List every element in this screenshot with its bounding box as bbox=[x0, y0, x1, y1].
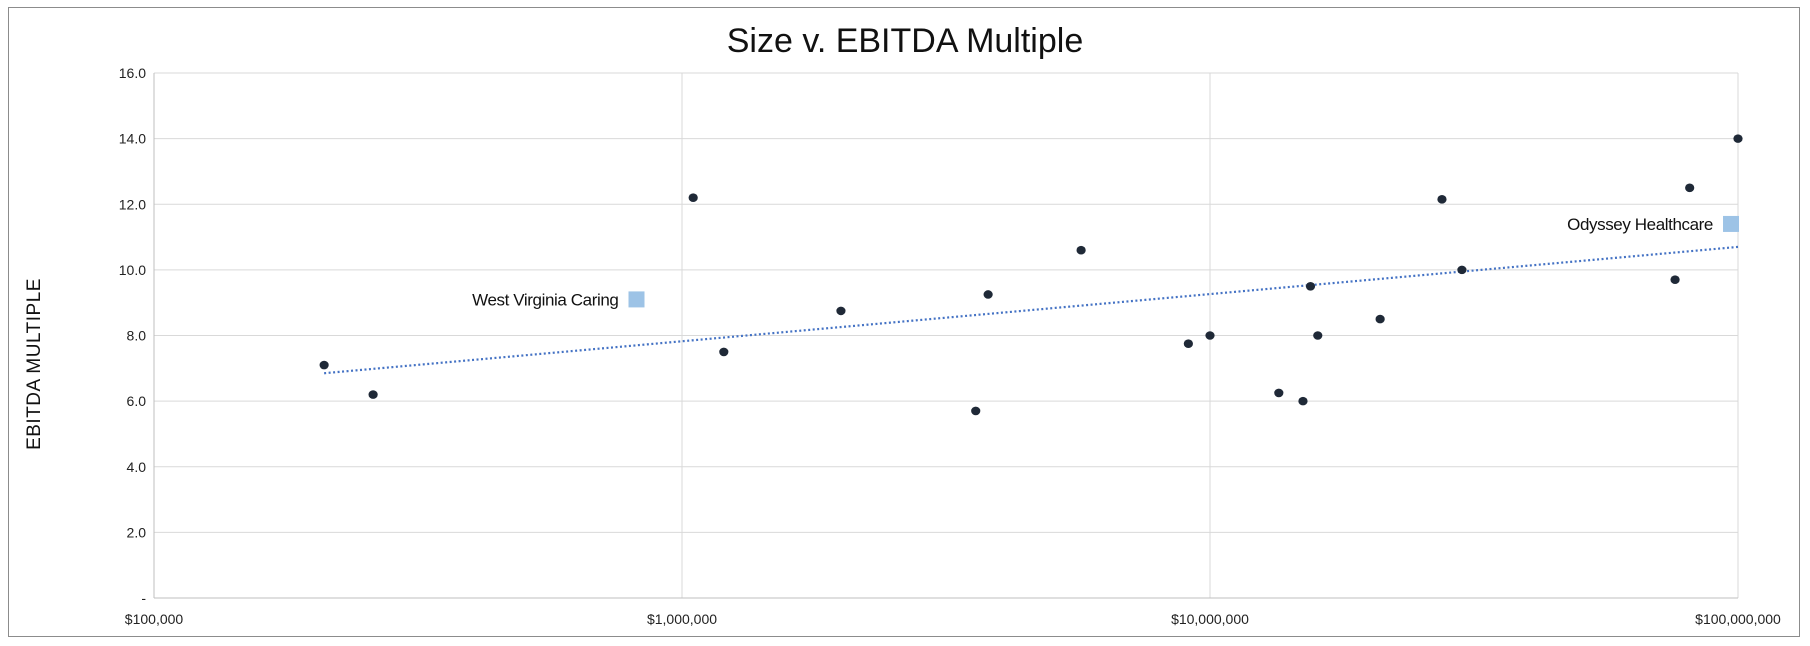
y-tick-label: 2.0 bbox=[127, 524, 147, 540]
data-point bbox=[1313, 331, 1323, 340]
y-tick-label: 14.0 bbox=[119, 131, 146, 147]
annotation-marker bbox=[1723, 215, 1740, 232]
trendline-layer bbox=[324, 245, 1739, 375]
data-point bbox=[1685, 183, 1695, 193]
y-tick-label: 16.0 bbox=[119, 65, 146, 81]
chart-frame: Size v. EBITDA Multiple EBITDA MULTIPLE … bbox=[8, 7, 1800, 637]
data-point bbox=[688, 193, 698, 202]
trendline bbox=[324, 245, 1739, 375]
data-point bbox=[368, 390, 378, 399]
y-tick-label: 8.0 bbox=[127, 328, 147, 344]
annotation-marker bbox=[628, 291, 645, 308]
grid-layer bbox=[153, 72, 1739, 599]
annotation-label: Odyssey Healthcare bbox=[1567, 215, 1713, 234]
data-point bbox=[1183, 339, 1193, 349]
y-tick-label: - bbox=[141, 590, 146, 606]
data-point bbox=[1375, 314, 1385, 324]
data-point bbox=[319, 360, 329, 370]
data-point bbox=[971, 406, 981, 416]
x-tick-label: $100,000,000 bbox=[1695, 611, 1781, 627]
y-tick-label: 12.0 bbox=[119, 196, 146, 212]
data-point bbox=[1733, 134, 1743, 143]
data-point bbox=[1076, 245, 1086, 255]
chart-title: Size v. EBITDA Multiple bbox=[727, 22, 1084, 60]
data-point bbox=[983, 290, 993, 299]
y-tick-label: 10.0 bbox=[119, 262, 146, 278]
data-points-layer bbox=[319, 134, 1743, 416]
data-point bbox=[1305, 281, 1316, 291]
data-point bbox=[1437, 195, 1447, 204]
x-tick-label: $1,000,000 bbox=[647, 611, 717, 627]
data-point bbox=[1274, 388, 1284, 398]
x-tick-label: $10,000,000 bbox=[1171, 611, 1249, 627]
annotation-label: West Virginia Caring bbox=[472, 290, 618, 309]
tick-labels-layer: - 2.0 4.0 6.0 8.0 10.0 12.0 14.0 16.0 $100,000 $1,… bbox=[119, 65, 1781, 627]
annotations-layer: West Virginia Caring Odyssey Healthcare bbox=[472, 215, 1740, 309]
y-tick-label: 6.0 bbox=[127, 393, 147, 409]
data-point bbox=[719, 347, 729, 357]
y-tick-label: 4.0 bbox=[127, 459, 147, 475]
y-axis-label: EBITDA MULTIPLE bbox=[24, 278, 45, 450]
data-point bbox=[1298, 396, 1308, 406]
data-point bbox=[836, 306, 846, 316]
data-point bbox=[1457, 265, 1467, 275]
x-tick-label: $100,000 bbox=[125, 611, 184, 627]
data-point bbox=[1670, 275, 1680, 285]
scatter-chart: Size v. EBITDA Multiple EBITDA MULTIPLE … bbox=[24, 22, 1781, 627]
data-point bbox=[1205, 331, 1215, 340]
